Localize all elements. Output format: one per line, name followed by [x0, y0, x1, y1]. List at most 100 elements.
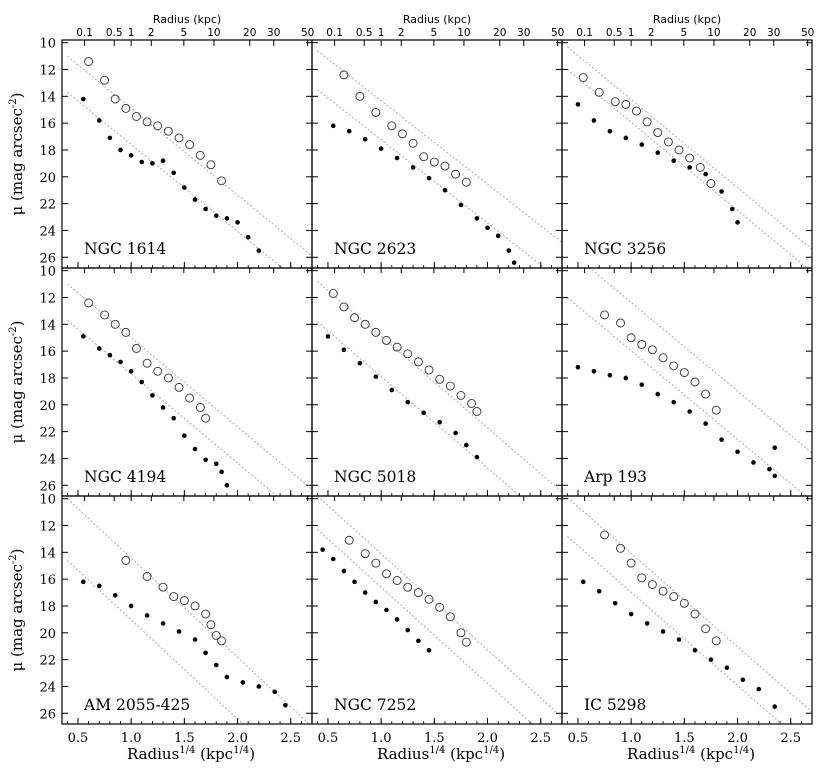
- filled-data-point: [612, 600, 618, 606]
- y-axis-title: μ (mag arcsec-2): [8, 548, 26, 671]
- open-data-point: [685, 153, 695, 163]
- x-tick-label: 0.5: [568, 731, 589, 746]
- open-data-point: [440, 161, 450, 171]
- filled-data-point: [150, 161, 155, 166]
- reference-line: [66, 319, 278, 496]
- galaxy-name-label: Arp 193: [583, 468, 647, 486]
- top-tick-label: 30: [767, 27, 780, 39]
- y-tick-label: 10: [39, 37, 56, 52]
- filled-data-point: [628, 611, 634, 617]
- open-data-point: [690, 377, 700, 387]
- open-data-point: [679, 598, 689, 608]
- y-tick-label: 22: [39, 198, 56, 213]
- y-tick-label: 18: [39, 600, 56, 615]
- open-data-point: [153, 366, 163, 376]
- top-tick-label: 2: [398, 27, 405, 39]
- filled-data-point: [607, 372, 613, 378]
- open-data-point: [413, 357, 423, 367]
- open-data-point: [658, 586, 668, 596]
- open-data-point: [153, 121, 163, 131]
- open-data-point: [339, 302, 349, 312]
- open-data-point: [142, 572, 152, 581]
- open-data-point: [397, 129, 407, 139]
- filled-data-point: [224, 674, 230, 680]
- filled-data-point: [474, 216, 480, 221]
- open-data-point: [190, 601, 200, 611]
- top-tick-label: 1: [628, 27, 635, 39]
- open-data-point: [110, 94, 120, 104]
- filled-data-point: [357, 360, 363, 366]
- filled-data-point: [373, 374, 379, 379]
- filled-data-point: [112, 592, 118, 598]
- reference-line: [566, 496, 812, 713]
- filled-data-point: [283, 702, 288, 708]
- top-tick-label: 1: [378, 27, 385, 39]
- top-axis-title: Radius (kpc): [403, 13, 471, 26]
- x-axis-title: Radius1/4 (kpc1/4): [627, 745, 755, 763]
- filled-data-point: [655, 391, 661, 397]
- galaxy-name-label: NGC 5018: [334, 468, 416, 486]
- reference-line: [67, 55, 312, 257]
- y-tick-label: 14: [39, 546, 56, 561]
- open-data-point: [600, 530, 610, 540]
- x-axis-title: Radius1/4 (kpc1/4): [377, 745, 505, 763]
- filled-data-point: [144, 613, 150, 618]
- filled-data-point: [687, 165, 692, 170]
- filled-data-point: [772, 445, 778, 451]
- open-data-point: [84, 57, 94, 66]
- filled-data-point: [639, 142, 645, 147]
- open-data-point: [355, 91, 365, 101]
- open-data-point: [179, 596, 189, 606]
- open-data-point: [110, 319, 120, 329]
- filled-data-point: [735, 449, 740, 455]
- filled-data-point: [107, 135, 113, 141]
- open-data-point: [467, 399, 477, 408]
- filled-data-point: [708, 657, 714, 662]
- open-data-point: [350, 313, 360, 323]
- top-tick-label: 2: [148, 27, 155, 39]
- filled-data-point: [453, 430, 458, 436]
- filled-data-point: [575, 102, 581, 107]
- filled-data-point: [394, 617, 400, 622]
- open-data-point: [429, 157, 439, 167]
- open-data-point: [472, 407, 482, 416]
- open-data-point: [610, 97, 620, 107]
- filled-data-point: [213, 213, 219, 218]
- open-data-point: [456, 628, 466, 638]
- open-data-point: [211, 631, 221, 640]
- open-data-point: [642, 117, 652, 127]
- x-axis-title: Radius1/4 (kpc1/4): [127, 745, 255, 763]
- y-tick-label: 14: [39, 318, 56, 333]
- open-data-point: [653, 128, 663, 137]
- panel-8: 0.5 1.0 1.5 2.0 2.5 IC 5298 Radius1/4 (kpc1/4): [561, 495, 813, 763]
- open-data-point: [679, 368, 689, 378]
- x-tick-label: 0.5: [318, 731, 339, 746]
- filled-data-point: [150, 393, 155, 398]
- top-tick-label: 50: [801, 27, 814, 39]
- open-data-point: [711, 405, 721, 415]
- filled-data-point: [591, 118, 597, 123]
- galaxy-name-label: NGC 4194: [84, 468, 166, 486]
- top-tick-label: 0.1: [576, 27, 593, 39]
- filled-data-point: [256, 248, 262, 253]
- top-axis-title: Radius (kpc): [653, 13, 721, 26]
- filled-data-point: [426, 647, 432, 653]
- open-data-point: [461, 177, 471, 187]
- open-data-point: [637, 573, 647, 583]
- top-tick-label: 1: [128, 27, 135, 39]
- y-tick-label: 16: [39, 117, 56, 132]
- panel-1: 0.1 0.5 1 2 5 10 20 30 50 Radius (kpc) NGC 2623: [311, 13, 564, 269]
- top-tick-label: 5: [431, 27, 438, 39]
- filled-data-point: [118, 147, 123, 153]
- filled-data-point: [182, 185, 187, 190]
- filled-data-point: [676, 637, 682, 642]
- filled-data-point: [256, 684, 262, 689]
- open-data-point: [445, 612, 455, 622]
- filled-data-point: [330, 123, 336, 129]
- filled-data-point: [171, 415, 177, 421]
- filled-data-point: [80, 96, 86, 102]
- panel-2: 0.1 0.5 1 2 5 10 20 30 50 Radius (kpc) NGC 3256: [561, 13, 814, 269]
- filled-data-point: [203, 206, 208, 212]
- y-tick-label: 18: [39, 144, 56, 159]
